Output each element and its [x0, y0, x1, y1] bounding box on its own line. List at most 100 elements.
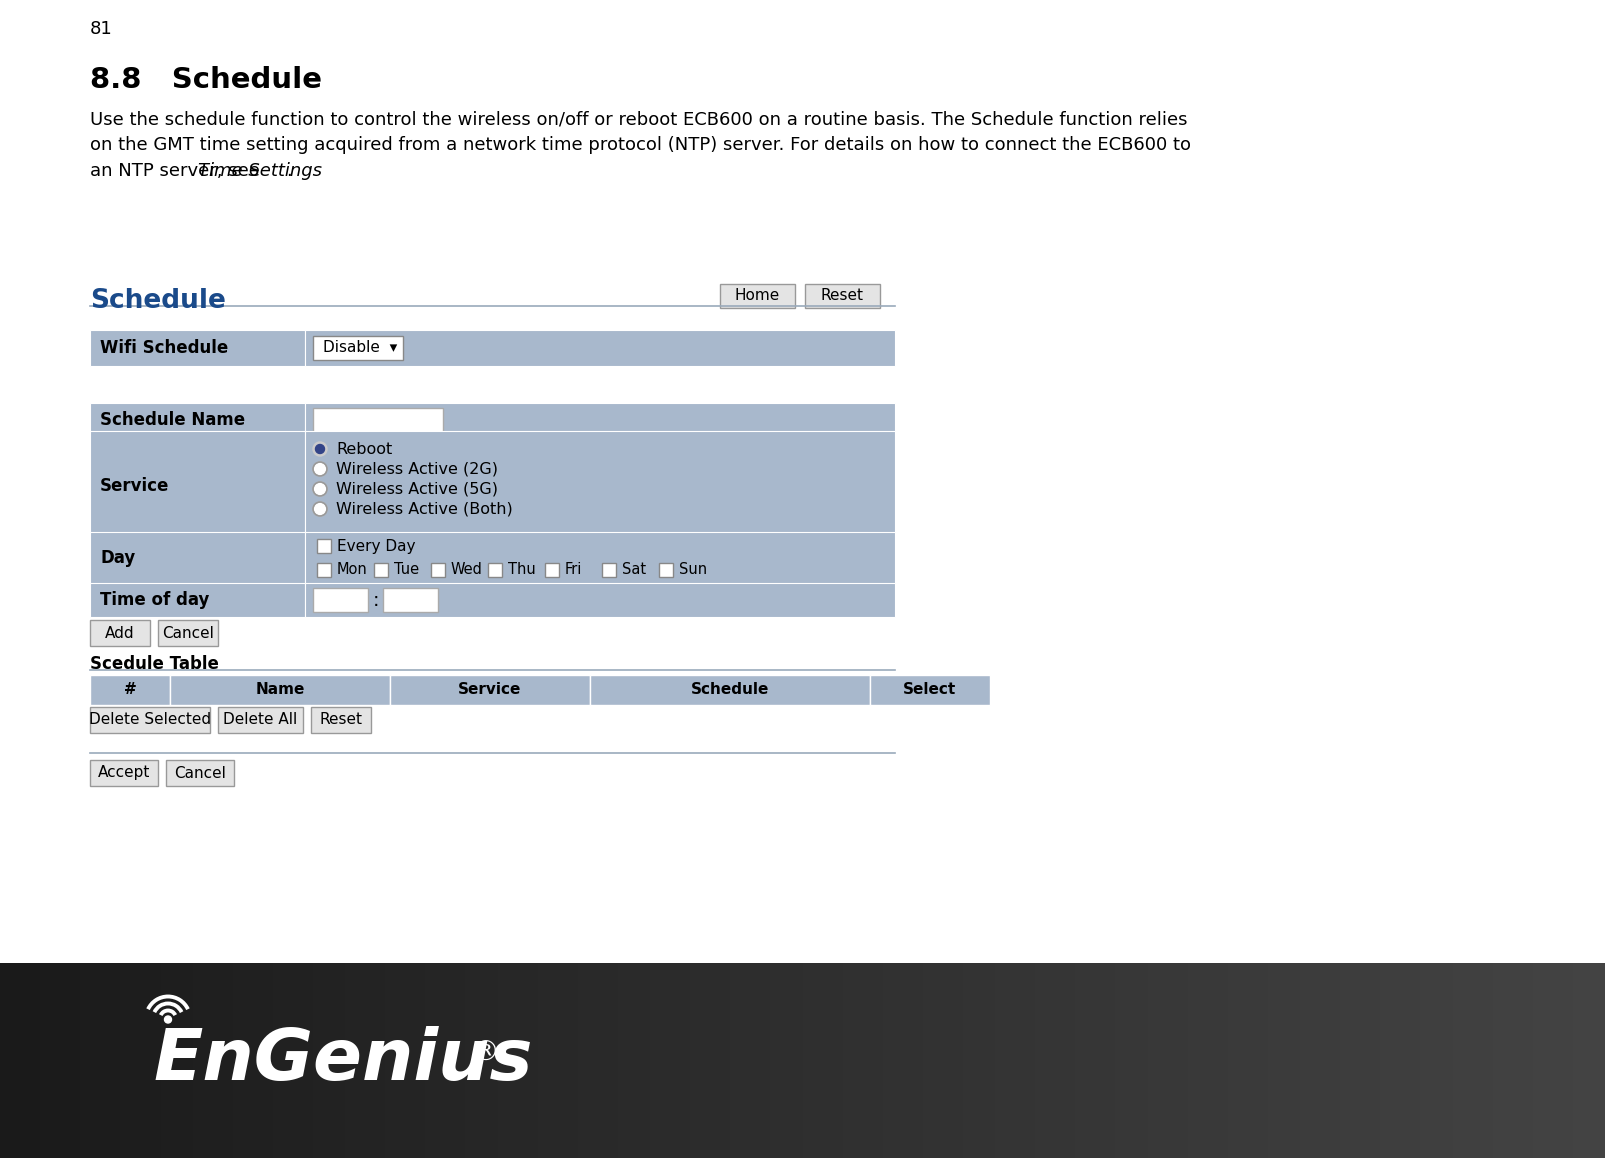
Bar: [265, 963, 274, 1158]
Text: Thu: Thu: [509, 563, 536, 578]
Bar: [802, 963, 812, 1158]
Text: ®: ®: [470, 1039, 499, 1067]
Bar: [1067, 963, 1077, 1158]
Bar: [1003, 963, 1013, 1158]
Bar: [1035, 963, 1045, 1158]
Bar: [1268, 963, 1278, 1158]
Bar: [170, 675, 390, 705]
Circle shape: [164, 1016, 172, 1023]
FancyBboxPatch shape: [90, 708, 210, 733]
Circle shape: [315, 484, 326, 494]
Text: Fri: Fri: [565, 563, 583, 578]
Text: Mon: Mon: [337, 563, 368, 578]
Text: Add: Add: [106, 625, 135, 640]
Text: Accept: Accept: [98, 765, 151, 780]
Bar: [738, 963, 748, 1158]
Bar: [1501, 963, 1510, 1158]
Bar: [1043, 963, 1053, 1158]
Bar: [225, 963, 234, 1158]
Bar: [281, 963, 291, 1158]
Text: Wifi Schedule: Wifi Schedule: [100, 339, 228, 357]
Bar: [794, 963, 804, 1158]
Text: Tue: Tue: [393, 563, 419, 578]
Bar: [88, 963, 98, 1158]
Bar: [465, 963, 475, 1158]
Bar: [883, 963, 892, 1158]
Circle shape: [316, 445, 324, 454]
Bar: [987, 963, 997, 1158]
Bar: [1164, 963, 1173, 1158]
Bar: [1212, 963, 1221, 1158]
Bar: [305, 330, 896, 366]
Bar: [361, 963, 371, 1158]
Text: Disable  ▾: Disable ▾: [323, 340, 398, 356]
Circle shape: [315, 463, 326, 475]
Bar: [1493, 963, 1502, 1158]
Bar: [425, 963, 435, 1158]
Text: EnGenius: EnGenius: [152, 1026, 533, 1095]
Bar: [318, 563, 331, 577]
Bar: [843, 963, 852, 1158]
Bar: [811, 963, 820, 1158]
Bar: [562, 963, 571, 1158]
Bar: [650, 963, 660, 1158]
Bar: [1557, 963, 1566, 1158]
Bar: [297, 963, 307, 1158]
Bar: [457, 963, 467, 1158]
Bar: [1420, 963, 1430, 1158]
Text: Sat: Sat: [623, 563, 647, 578]
Text: Time Settings: Time Settings: [197, 162, 323, 179]
Bar: [1019, 963, 1029, 1158]
Bar: [1509, 963, 1518, 1158]
Bar: [690, 963, 700, 1158]
Bar: [249, 963, 258, 1158]
Bar: [329, 963, 339, 1158]
Bar: [586, 963, 595, 1158]
Bar: [1124, 963, 1133, 1158]
Bar: [318, 538, 331, 554]
Bar: [128, 963, 138, 1158]
Bar: [16, 963, 26, 1158]
Bar: [289, 963, 299, 1158]
Bar: [1372, 963, 1382, 1158]
Bar: [337, 963, 347, 1158]
Bar: [907, 963, 916, 1158]
Text: Delete All: Delete All: [223, 712, 297, 727]
Text: 8.8   Schedule: 8.8 Schedule: [90, 66, 323, 94]
Text: Schedule: Schedule: [690, 682, 769, 697]
FancyBboxPatch shape: [157, 620, 218, 646]
Bar: [1292, 963, 1302, 1158]
Bar: [449, 963, 459, 1158]
Bar: [473, 963, 483, 1158]
Bar: [995, 963, 1005, 1158]
Circle shape: [313, 503, 327, 516]
Bar: [634, 963, 644, 1158]
Bar: [353, 963, 363, 1158]
Bar: [1589, 963, 1599, 1158]
Bar: [177, 963, 186, 1158]
FancyBboxPatch shape: [806, 284, 880, 308]
Bar: [90, 532, 305, 584]
Bar: [746, 963, 756, 1158]
Bar: [321, 963, 331, 1158]
Bar: [778, 963, 788, 1158]
Bar: [305, 963, 315, 1158]
Text: Scedule Table: Scedule Table: [90, 655, 218, 673]
Bar: [1428, 963, 1438, 1158]
Bar: [1533, 963, 1542, 1158]
Bar: [939, 963, 949, 1158]
Bar: [947, 963, 957, 1158]
Bar: [64, 963, 74, 1158]
Bar: [1156, 963, 1165, 1158]
Bar: [1140, 963, 1149, 1158]
Bar: [1027, 963, 1037, 1158]
Bar: [345, 963, 355, 1158]
Bar: [1244, 963, 1254, 1158]
Bar: [963, 963, 973, 1158]
Bar: [578, 963, 587, 1158]
Bar: [666, 963, 676, 1158]
FancyBboxPatch shape: [90, 620, 149, 646]
Bar: [24, 963, 34, 1158]
Bar: [90, 675, 170, 705]
Bar: [488, 563, 502, 577]
